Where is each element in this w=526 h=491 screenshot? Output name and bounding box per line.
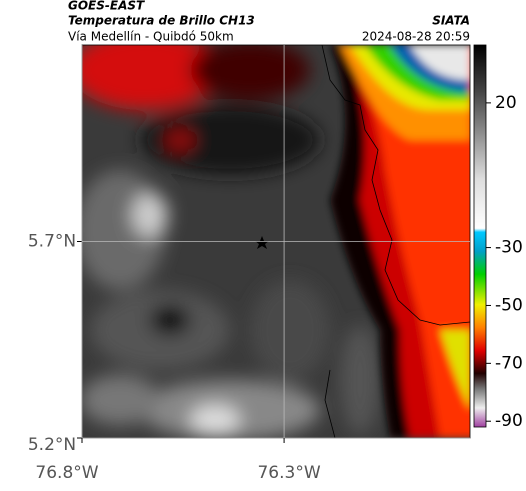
- colorbar-tick-label: -90: [495, 411, 523, 431]
- satellite-image: [82, 45, 470, 438]
- source: SIATA: [432, 14, 470, 28]
- route: Vía Medellín - Quibdó 50km: [68, 30, 234, 44]
- colorbar-tick-label: -70: [495, 353, 523, 373]
- subtitle: Temperatura de Brillo CH13: [68, 14, 255, 28]
- colorbar-tick-label: 20: [495, 93, 517, 113]
- lat-tick-label: 5.2°N: [28, 435, 76, 455]
- lat-tick-label: 5.7°N: [28, 232, 76, 252]
- title: GOES-EAST: [68, 0, 145, 13]
- lon-tick-label: 76.8°W: [35, 463, 98, 483]
- colorbar: [473, 44, 487, 428]
- colorbar-tick-label: -50: [495, 295, 523, 315]
- lon-tick-label: 76.3°W: [257, 463, 320, 483]
- timestamp: 2024-08-28 20:59: [362, 30, 470, 44]
- colorbar-tick-label: -30: [495, 238, 523, 258]
